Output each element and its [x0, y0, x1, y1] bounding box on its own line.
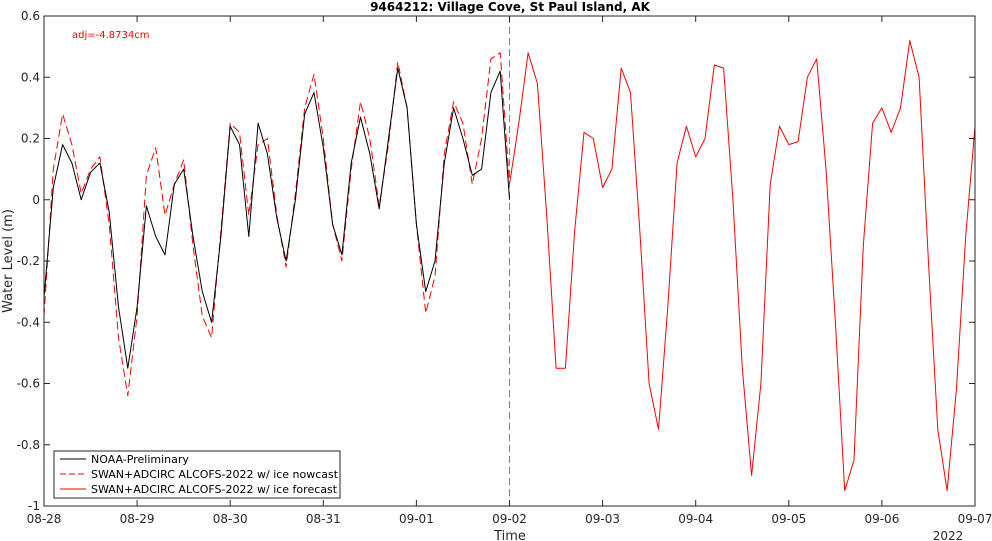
y-tick-label: 0.6 — [21, 9, 40, 23]
legend-label-observed: NOAA-Preliminary — [91, 453, 189, 466]
year-label: 2022 — [933, 529, 964, 541]
series-forecast-line — [509, 40, 976, 492]
x-tick-label: 09-04 — [678, 512, 713, 526]
x-tick-label: 08-30 — [213, 512, 248, 526]
x-tick-label: 08-29 — [120, 512, 155, 526]
y-tick-label: -0.4 — [17, 315, 40, 329]
x-tick-label: 08-28 — [27, 512, 62, 526]
series-layer — [43, 40, 976, 492]
x-tick-label: 09-03 — [585, 512, 620, 526]
legend: NOAA-Preliminary SWAN+ADCIRC ALCOFS-2022… — [53, 450, 341, 499]
y-tick-label: 0.2 — [21, 132, 40, 146]
y-axis-label: Water Level (m) — [1, 209, 16, 313]
adjustment-annotation: adj=-4.8734cm — [72, 30, 149, 41]
y-tick-label: 0.4 — [21, 70, 40, 84]
x-tick-label: 09-01 — [399, 512, 434, 526]
x-tick-label: 09-05 — [771, 512, 806, 526]
x-tick-label: 09-07 — [958, 512, 992, 526]
y-tick-label: -0.8 — [17, 438, 40, 452]
y-tick-label: -1 — [28, 499, 40, 513]
y-tick-label: -0.6 — [17, 377, 40, 391]
legend-box — [53, 450, 341, 499]
x-tick-label: 09-02 — [492, 512, 527, 526]
tick-layer: 08-28 08-29 08-30 08-31 09-01 09-02 09-03 09-04… — [17, 9, 992, 526]
x-axis-label: Time — [493, 529, 526, 541]
y-tick-label: -0.2 — [17, 254, 40, 268]
legend-label-nowcast: SWAN+ADCIRC ALCOFS-2022 w/ ice nowcast — [91, 468, 339, 481]
x-tick-label: 09-06 — [864, 512, 899, 526]
series-observed-line — [43, 67, 510, 369]
chart-title: 9464212: Village Cove, St Paul Island, A… — [370, 0, 651, 14]
y-tick-label: 0 — [32, 193, 40, 207]
legend-label-forecast: SWAN+ADCIRC ALCOFS-2022 w/ ice forecast — [91, 483, 338, 496]
x-tick-label: 08-31 — [306, 512, 341, 526]
